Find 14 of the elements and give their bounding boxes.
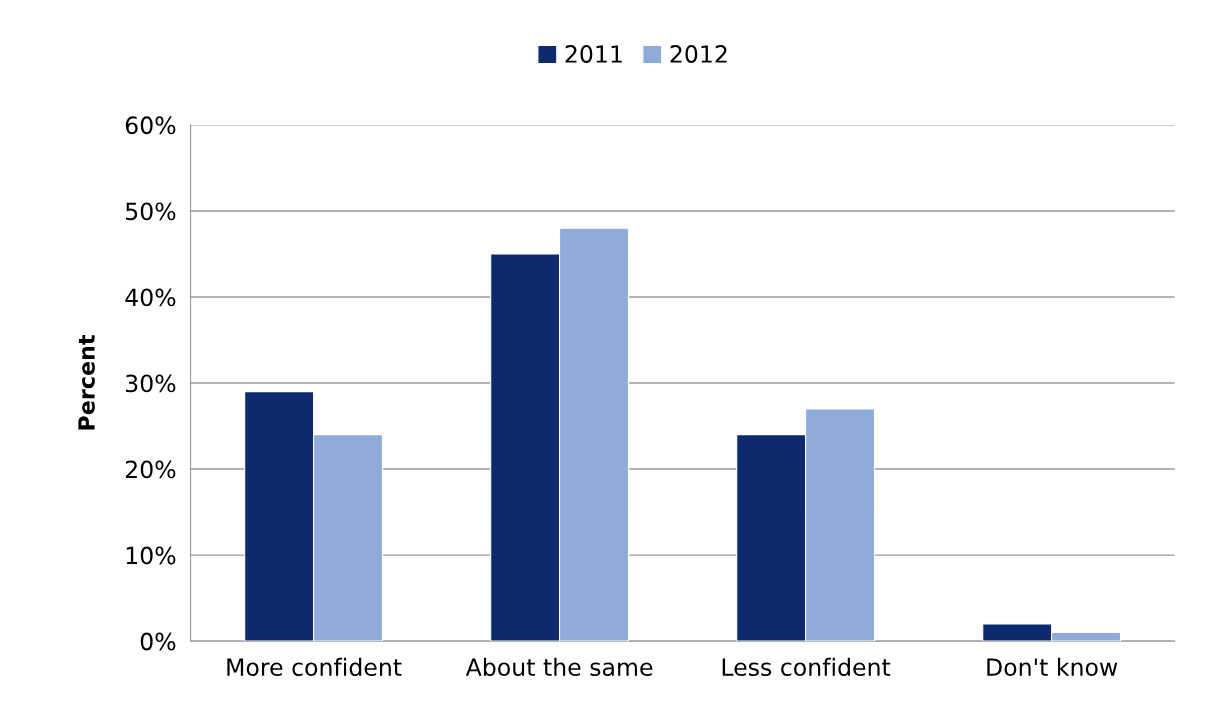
x-tick-label: Don't know xyxy=(987,657,1118,677)
y-axis-title: Percent xyxy=(78,335,95,430)
y-tick-label: 50% xyxy=(126,202,176,221)
y-tick-label: 40% xyxy=(125,288,176,307)
y-tick-label: 10% xyxy=(126,546,176,565)
legend-label: 2011 xyxy=(565,45,622,63)
x-tick-label: More confident xyxy=(227,657,402,677)
y-tick-label: 0% xyxy=(140,632,176,651)
y-tick-label: 60% xyxy=(125,116,176,135)
y-tick-label: 30% xyxy=(125,374,176,393)
legend-label: 2012 xyxy=(670,45,727,63)
x-tick-label: About the same xyxy=(465,657,653,677)
y-tick-label: 20% xyxy=(125,460,176,479)
x-tick-label: Less confident xyxy=(722,657,891,677)
